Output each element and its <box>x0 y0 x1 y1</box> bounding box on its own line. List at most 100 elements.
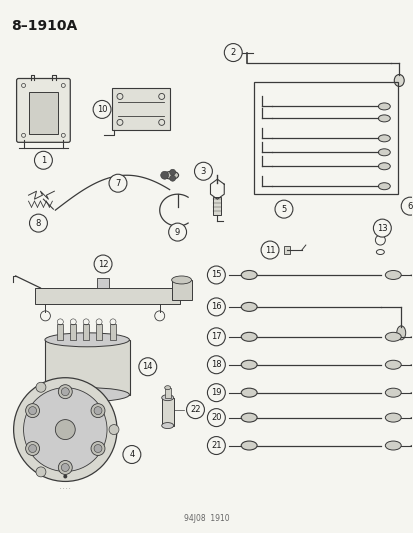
Bar <box>83 324 89 340</box>
Circle shape <box>207 266 225 284</box>
Text: 20: 20 <box>211 413 221 422</box>
Circle shape <box>207 384 225 402</box>
Circle shape <box>61 387 69 395</box>
Bar <box>112 88 169 131</box>
Ellipse shape <box>241 270 256 279</box>
Bar <box>28 92 58 134</box>
Text: 22: 22 <box>190 405 200 414</box>
Circle shape <box>55 419 75 440</box>
Ellipse shape <box>396 326 405 340</box>
Ellipse shape <box>45 387 129 402</box>
Circle shape <box>186 401 204 418</box>
Text: 2: 2 <box>230 48 235 57</box>
Ellipse shape <box>164 171 178 179</box>
Bar <box>97 278 109 288</box>
Ellipse shape <box>385 270 400 279</box>
Text: 6: 6 <box>406 201 412 211</box>
Text: 21: 21 <box>211 441 221 450</box>
Text: 13: 13 <box>376 224 387 232</box>
Ellipse shape <box>377 149 389 156</box>
Ellipse shape <box>26 441 40 456</box>
Text: 19: 19 <box>211 388 221 397</box>
Circle shape <box>94 407 102 415</box>
Circle shape <box>63 474 67 479</box>
Text: 14: 14 <box>142 362 153 372</box>
Circle shape <box>36 467 46 477</box>
Circle shape <box>207 356 225 374</box>
Bar <box>70 324 76 340</box>
Ellipse shape <box>161 423 173 429</box>
Circle shape <box>169 175 175 181</box>
Ellipse shape <box>385 360 400 369</box>
Ellipse shape <box>91 441 105 456</box>
Bar <box>36 288 179 304</box>
Circle shape <box>94 255 112 273</box>
FancyBboxPatch shape <box>17 78 70 142</box>
Circle shape <box>168 223 186 241</box>
Ellipse shape <box>241 441 256 450</box>
Circle shape <box>123 446 140 464</box>
Ellipse shape <box>58 385 72 399</box>
Circle shape <box>207 328 225 346</box>
Circle shape <box>207 437 225 455</box>
Circle shape <box>373 219 390 237</box>
Ellipse shape <box>241 388 256 397</box>
Bar <box>96 324 102 340</box>
Circle shape <box>14 378 117 481</box>
Text: 11: 11 <box>264 246 275 255</box>
Ellipse shape <box>377 135 389 142</box>
Circle shape <box>224 44 242 61</box>
Circle shape <box>109 425 119 434</box>
Circle shape <box>207 298 225 316</box>
Ellipse shape <box>393 75 403 86</box>
Circle shape <box>24 387 107 472</box>
Text: 7: 7 <box>115 179 120 188</box>
Text: 94J08  1910: 94J08 1910 <box>183 514 229 523</box>
Ellipse shape <box>385 413 400 422</box>
Ellipse shape <box>45 333 129 347</box>
Ellipse shape <box>241 413 256 422</box>
Circle shape <box>274 200 292 218</box>
Ellipse shape <box>241 333 256 341</box>
Ellipse shape <box>385 333 400 341</box>
Circle shape <box>400 197 413 215</box>
Bar <box>213 197 221 215</box>
Circle shape <box>29 214 47 232</box>
Text: 8: 8 <box>36 219 41 228</box>
Ellipse shape <box>26 403 40 417</box>
Text: 3: 3 <box>200 167 206 176</box>
Ellipse shape <box>385 441 400 450</box>
Ellipse shape <box>91 403 105 417</box>
Bar <box>254 83 397 194</box>
Ellipse shape <box>171 276 191 284</box>
Circle shape <box>160 171 168 179</box>
Text: 8–1910A: 8–1910A <box>11 19 77 33</box>
Bar <box>164 387 170 398</box>
Text: 4: 4 <box>129 450 134 459</box>
Ellipse shape <box>241 302 256 311</box>
Text: · · · ·: · · · · <box>60 487 70 491</box>
Text: 10: 10 <box>97 105 107 114</box>
Circle shape <box>169 169 175 175</box>
Circle shape <box>261 241 278 259</box>
Text: 5: 5 <box>281 205 286 214</box>
Ellipse shape <box>377 115 389 122</box>
Text: 12: 12 <box>97 260 108 269</box>
Ellipse shape <box>377 183 389 190</box>
Bar <box>110 324 116 340</box>
Text: 16: 16 <box>211 302 221 311</box>
Circle shape <box>207 409 225 426</box>
Bar <box>57 324 63 340</box>
Ellipse shape <box>58 461 72 474</box>
Circle shape <box>138 358 157 376</box>
Ellipse shape <box>164 386 170 390</box>
Ellipse shape <box>241 360 256 369</box>
Ellipse shape <box>161 394 173 401</box>
Text: 9: 9 <box>175 228 180 237</box>
Circle shape <box>28 407 36 415</box>
Text: 1: 1 <box>41 156 46 165</box>
Bar <box>171 280 191 300</box>
Bar <box>45 340 130 394</box>
Circle shape <box>61 464 69 472</box>
Ellipse shape <box>377 163 389 169</box>
